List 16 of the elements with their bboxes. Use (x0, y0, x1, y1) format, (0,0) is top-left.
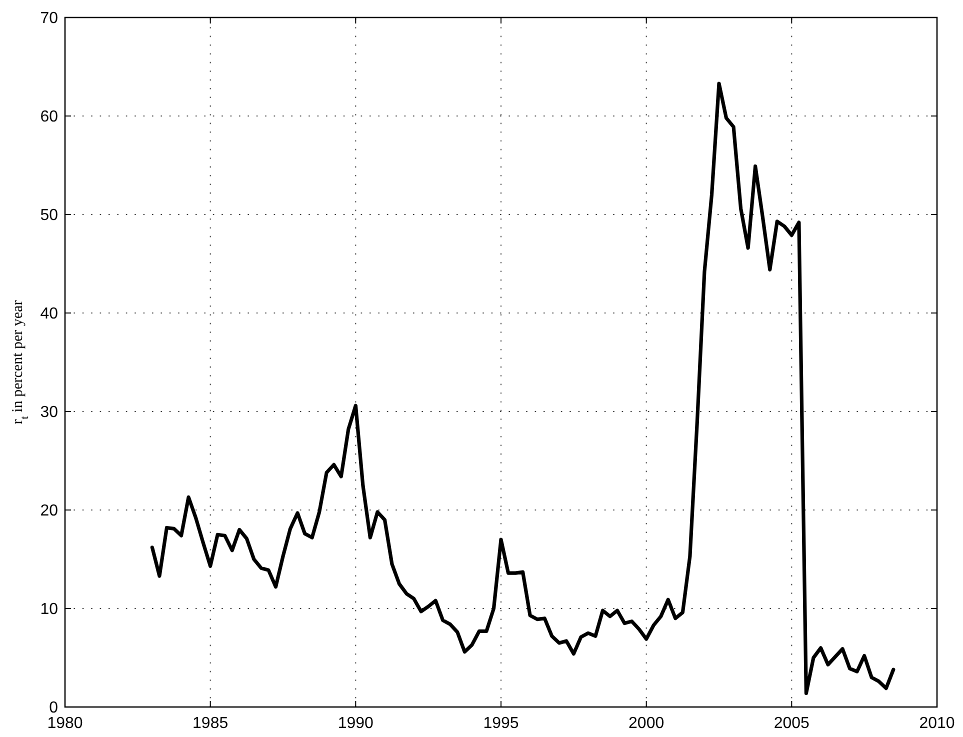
y-tick-label: 0 (49, 700, 58, 717)
y-tick-label: 30 (40, 404, 58, 422)
line-series (150, 82, 896, 696)
y-tick-label: 50 (40, 207, 58, 224)
x-tick-label: 2005 (774, 715, 810, 732)
x-tick-label: 2010 (919, 715, 955, 732)
x-tick-label: 1980 (47, 715, 83, 732)
x-tick-label: 1990 (338, 715, 374, 732)
y-tick-label: 60 (40, 108, 58, 126)
x-tick-label: 2000 (628, 715, 664, 732)
y-tick-label: 70 (40, 10, 58, 28)
y-tick-label: 20 (40, 502, 58, 520)
y-tick-label: 10 (40, 601, 58, 618)
x-tick-label: 1995 (483, 715, 519, 732)
x-tick-label: 1985 (192, 715, 228, 732)
y-tick-label: 40 (40, 306, 58, 323)
